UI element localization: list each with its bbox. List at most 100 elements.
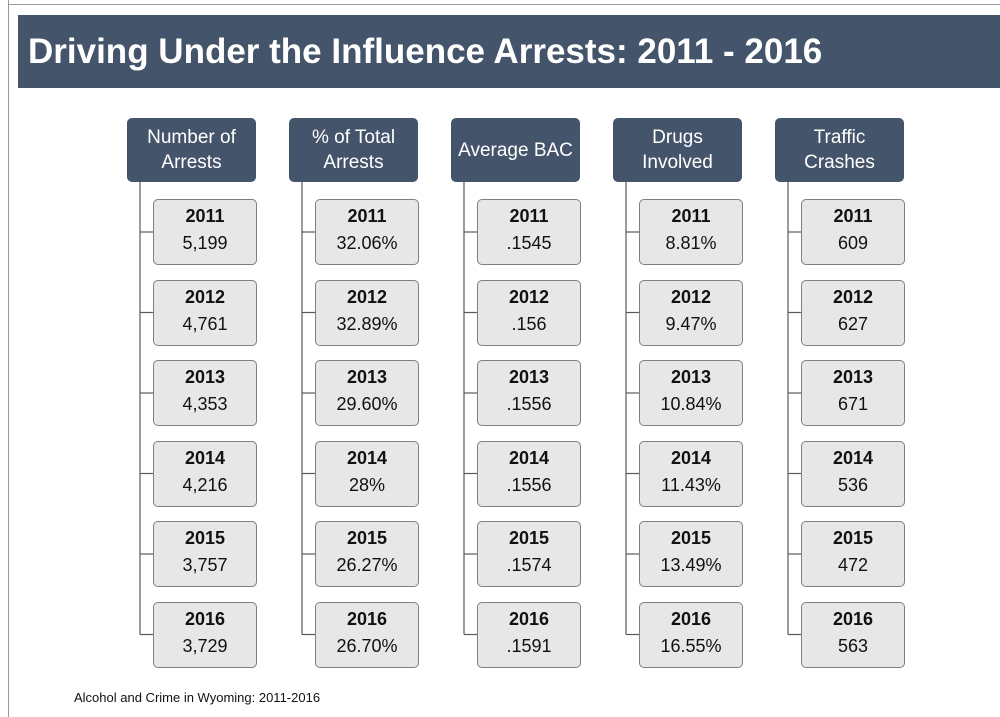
year: 2012: [184, 286, 226, 307]
year-box: 2011 .1545: [477, 199, 581, 265]
year-box: 2011 609: [801, 199, 905, 265]
year-box: 2016 563: [801, 601, 905, 668]
value: 536: [837, 474, 869, 495]
year: 2016: [346, 608, 388, 629]
year-box: 2015 26.27%: [315, 521, 419, 587]
value: 4,216: [182, 474, 228, 495]
year-box: 2014 28%: [315, 440, 419, 507]
year: 2013: [184, 367, 226, 387]
value: 3,729: [182, 635, 228, 656]
year-box: 2015 13.49%: [639, 521, 743, 587]
column-header: Number of Arrests: [127, 118, 256, 182]
column-header: Average BAC: [451, 118, 580, 182]
value: 563: [837, 635, 869, 656]
year-box: 2013 10.84%: [639, 360, 743, 426]
year: 2016: [508, 608, 550, 629]
value: 10.84%: [660, 394, 722, 414]
value: 671: [837, 394, 869, 414]
year-box: 2015 3,757: [153, 521, 257, 587]
year: 2014: [184, 447, 226, 468]
year: 2011: [671, 206, 711, 226]
value: 26.70%: [336, 635, 398, 656]
value: .1545: [506, 233, 552, 253]
value: .1574: [506, 555, 552, 575]
year-box: 2013 29.60%: [315, 360, 419, 426]
year-box: 2012 4,761: [153, 279, 257, 346]
value: 627: [837, 313, 869, 334]
year: 2011: [185, 206, 225, 226]
frame-line: [8, 0, 9, 717]
value: .1556: [506, 394, 552, 414]
year: 2013: [346, 367, 388, 387]
year: 2013: [832, 367, 874, 387]
year-box: 2012 9.47%: [639, 279, 743, 346]
value: .156: [511, 313, 547, 334]
value: 609: [837, 233, 869, 253]
year-box: 2012 .156: [477, 279, 581, 346]
year: 2015: [670, 528, 712, 548]
year: 2013: [670, 367, 712, 387]
frame-line: [8, 4, 1000, 5]
column-header: % of Total Arrests: [289, 118, 418, 182]
year-box: 2014 11.43%: [639, 440, 743, 507]
year-box: 2011 32.06%: [315, 199, 419, 265]
year-box: 2014 4,216: [153, 440, 257, 507]
value: 4,761: [182, 313, 228, 334]
year-box: 2014 .1556: [477, 440, 581, 507]
year-box: 2016 26.70%: [315, 601, 419, 668]
year-box: 2014 536: [801, 440, 905, 507]
year: 2014: [508, 447, 550, 468]
year: 2015: [832, 528, 874, 548]
year: 2016: [832, 608, 874, 629]
value: .1591: [506, 635, 552, 656]
value: 3,757: [182, 555, 228, 575]
year-box: 2016 3,729: [153, 601, 257, 668]
year: 2016: [184, 608, 226, 629]
year: 2012: [346, 286, 388, 307]
year-box: 2013 4,353: [153, 360, 257, 426]
title: Driving Under the Influence Arrests: 201…: [28, 32, 823, 71]
year: 2012: [670, 286, 712, 307]
year: 2015: [184, 528, 226, 548]
year: 2015: [508, 528, 550, 548]
value: 26.27%: [336, 555, 398, 575]
year-box: 2015 472: [801, 521, 905, 587]
value: 8.81%: [665, 233, 717, 253]
value: 28%: [348, 474, 386, 495]
year-box: 2011 8.81%: [639, 199, 743, 265]
title-bar: [18, 15, 1000, 88]
value: 4,353: [182, 394, 228, 414]
value: 32.89%: [336, 313, 398, 334]
value: 9.47%: [665, 313, 717, 334]
value: 472: [837, 555, 869, 575]
year-box: 2012 32.89%: [315, 279, 419, 346]
year-box: 2016 .1591: [477, 601, 581, 668]
footer: Alcohol and Crime in Wyoming: 2011-2016: [74, 690, 321, 705]
column-header: Traffic Crashes: [775, 118, 904, 182]
year-box: 2015 .1574: [477, 521, 581, 587]
value: 13.49%: [660, 555, 722, 575]
value: 29.60%: [336, 394, 398, 414]
year: 2014: [346, 447, 388, 468]
year: 2011: [347, 206, 387, 226]
year-box: 2013 671: [801, 360, 905, 426]
year: 2015: [346, 528, 388, 548]
year: 2014: [670, 447, 712, 468]
value: 11.43%: [661, 474, 721, 495]
year: 2012: [508, 286, 550, 307]
year: 2016: [670, 608, 712, 629]
year-box: 2016 16.55%: [639, 601, 743, 668]
column-header: Drugs Involved: [613, 118, 742, 182]
year-box: 2013 .1556: [477, 360, 581, 426]
year-box: 2011 5,199: [153, 199, 257, 265]
year-box: 2012 627: [801, 279, 905, 346]
year: 2012: [832, 286, 874, 307]
year: 2013: [508, 367, 550, 387]
year: 2011: [509, 206, 549, 226]
value: 16.55%: [660, 635, 722, 656]
year: 2011: [833, 206, 873, 226]
value: .1556: [506, 474, 552, 495]
year: 2014: [832, 447, 874, 468]
